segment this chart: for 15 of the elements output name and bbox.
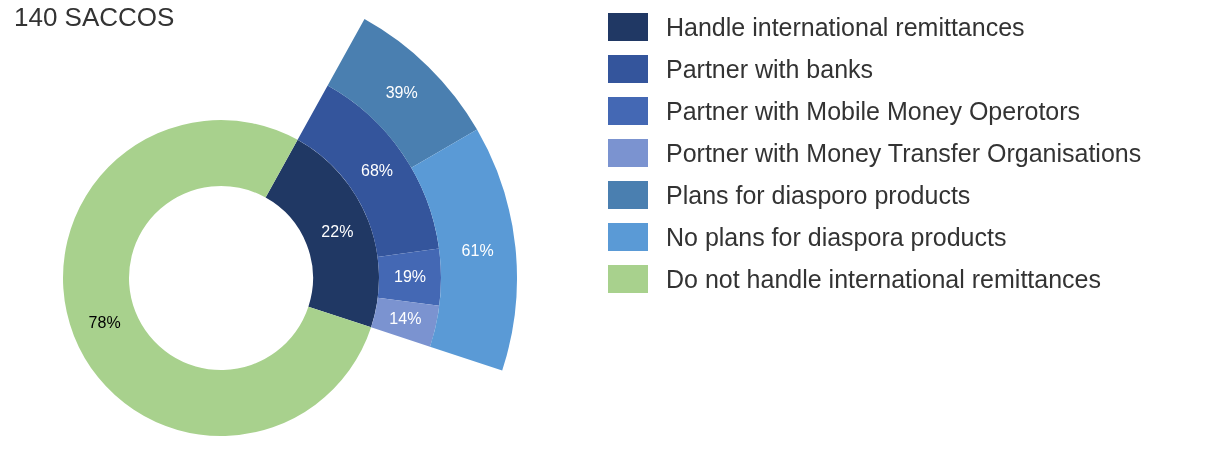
- data-label: 39%: [385, 84, 418, 102]
- legend-label: Portner with Money Transfer Organisations: [666, 138, 1142, 168]
- legend-label: Partner with Mobile Money Operotors: [666, 96, 1081, 126]
- data-label: 78%: [88, 314, 121, 332]
- legend-label: Partner with banks: [666, 54, 874, 84]
- legend-label: Do not handle international remittances: [666, 264, 1101, 294]
- data-label: 19%: [393, 267, 427, 285]
- data-label: 68%: [361, 161, 394, 179]
- chart-title: 140 SACCOS: [14, 2, 175, 33]
- legend-label: No plans for diaspora products: [666, 222, 1007, 252]
- legend-label: Handle international remittances: [666, 12, 1025, 42]
- data-label: 22%: [321, 222, 354, 240]
- legend-label: Plans for diasporo products: [666, 180, 971, 210]
- data-label: 14%: [389, 309, 422, 327]
- data-label: 61%: [461, 241, 494, 259]
